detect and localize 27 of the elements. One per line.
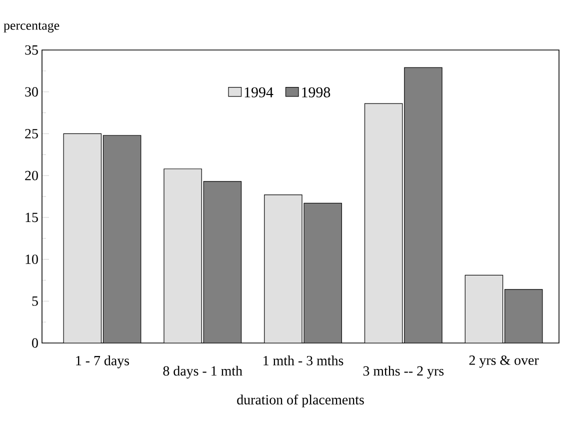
y-tick-label: 20 <box>25 170 38 180</box>
bar <box>364 104 402 343</box>
x-axis-title: duration of placements <box>237 394 364 408</box>
bar <box>404 68 442 343</box>
y-tick-label: 15 <box>26 212 38 222</box>
bar <box>464 274 504 343</box>
bar <box>103 135 141 343</box>
bar <box>304 203 342 343</box>
y-tick-label: 30 <box>25 87 38 97</box>
y-tick-label: 10 <box>26 254 38 264</box>
bar <box>504 289 543 343</box>
y-axis-title: percentage <box>4 22 60 32</box>
bar <box>204 181 242 343</box>
x-tick-label: 3 mths -- 2 yrs <box>363 366 444 379</box>
x-tick-label: 1 mth - 3 mths <box>264 356 344 366</box>
legend-label: 1994 <box>244 87 274 98</box>
bar <box>164 168 202 343</box>
legend-label: 1998 <box>302 87 330 98</box>
x-tick-label: 8 days - 1 mth <box>163 366 242 379</box>
x-tick-label: 2 yrs & over <box>469 356 539 368</box>
x-tick-label: 1 - 7 days <box>76 356 130 368</box>
bar <box>64 134 102 343</box>
y-tick-label: 5 <box>32 296 38 306</box>
bar <box>264 194 302 343</box>
y-tick-label: 25 <box>25 129 38 138</box>
y-tick-label: 35 <box>25 45 38 55</box>
y-tick-label: 0 <box>32 338 38 348</box>
